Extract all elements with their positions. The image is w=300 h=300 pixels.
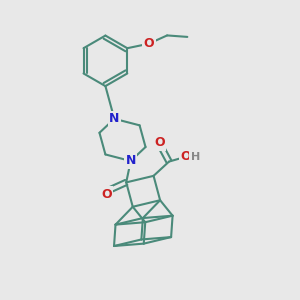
Text: O: O (154, 136, 164, 149)
Text: H: H (191, 152, 200, 161)
Text: N: N (125, 154, 136, 167)
Text: O: O (101, 188, 112, 201)
Text: N: N (109, 112, 119, 125)
Text: O: O (143, 37, 154, 50)
Text: O: O (181, 150, 191, 163)
